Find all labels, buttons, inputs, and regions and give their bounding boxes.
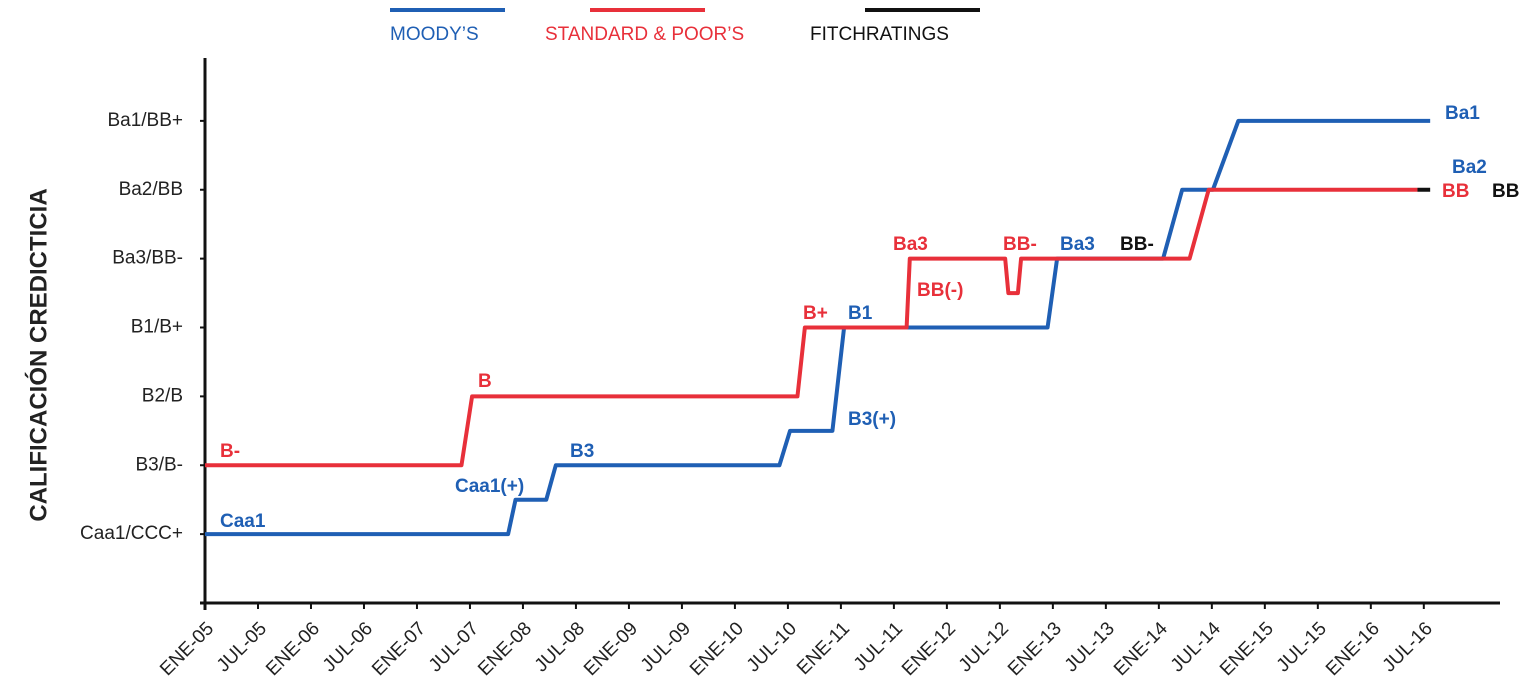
- annotation: BB: [1492, 181, 1519, 202]
- annotation: B3(+): [848, 409, 896, 430]
- x-tick-label: JUL-08: [531, 618, 589, 676]
- annotation: B1: [848, 303, 873, 324]
- x-tick-label: JUL-13: [1061, 618, 1119, 676]
- legend-label: FITCHRATINGS: [810, 24, 949, 45]
- annotation: B+: [803, 303, 828, 324]
- annotation: B-: [220, 441, 240, 462]
- annotation: Ba3: [893, 234, 928, 255]
- annotation: Caa1(+): [455, 476, 524, 497]
- y-tick-label: Ba2/BB: [119, 179, 183, 200]
- annotation: Ba2: [1452, 157, 1487, 178]
- annotation: BB-: [1120, 234, 1154, 255]
- annotation: B3: [570, 441, 594, 462]
- x-tick-label: ENE-15: [1216, 618, 1278, 680]
- annotation: Caa1: [220, 511, 266, 532]
- x-tick-label: ENE-09: [580, 618, 642, 680]
- x-tick-label: ENE-10: [686, 618, 748, 680]
- x-tick-label: ENE-05: [156, 618, 218, 680]
- x-tick-label: JUL-12: [955, 618, 1013, 676]
- x-tick-label: ENE-16: [1322, 618, 1384, 680]
- legend-label: MOODY’S: [390, 24, 479, 45]
- annotation: B: [478, 371, 492, 392]
- x-tick-label: JUL-10: [743, 618, 801, 676]
- x-tick-label: JUL-07: [425, 618, 483, 676]
- x-tick-label: JUL-05: [213, 618, 271, 676]
- x-tick-label: ENE-06: [262, 618, 324, 680]
- rating-line: [205, 118, 1431, 537]
- rating-line: [205, 187, 1418, 468]
- x-tick-label: JUL-06: [319, 618, 377, 676]
- annotation: Ba1: [1445, 103, 1480, 124]
- y-tick-label: B3/B-: [135, 454, 183, 475]
- x-tick-label: ENE-14: [1110, 618, 1172, 680]
- annotation: BB-: [1003, 234, 1037, 255]
- x-tick-label: JUL-16: [1379, 618, 1437, 676]
- y-tick-label: B2/B: [142, 385, 183, 406]
- x-tick-label: ENE-12: [898, 618, 960, 680]
- x-tick-label: ENE-11: [793, 618, 854, 679]
- annotation: BB(-): [917, 280, 963, 301]
- y-tick-label: B1/B+: [131, 317, 183, 338]
- y-tick-label: Ba3/BB-: [112, 248, 183, 269]
- x-tick-label: ENE-08: [474, 618, 536, 680]
- x-tick-label: ENE-13: [1004, 618, 1066, 680]
- annotation: BB: [1442, 181, 1469, 202]
- x-tick-label: JUL-15: [1273, 618, 1331, 676]
- legend-label: STANDARD & POOR’S: [545, 24, 744, 45]
- x-tick-label: JUL-09: [637, 618, 695, 676]
- x-tick-label: ENE-07: [368, 618, 430, 680]
- y-axis-label: CALIFICACIÓN CREDICTICIA: [24, 188, 52, 521]
- annotation: Ba3: [1060, 234, 1095, 255]
- y-tick-label: Caa1/CCC+: [80, 523, 183, 544]
- y-tick-label: Ba1/BB+: [107, 110, 183, 131]
- x-tick-label: JUL-14: [1167, 618, 1225, 676]
